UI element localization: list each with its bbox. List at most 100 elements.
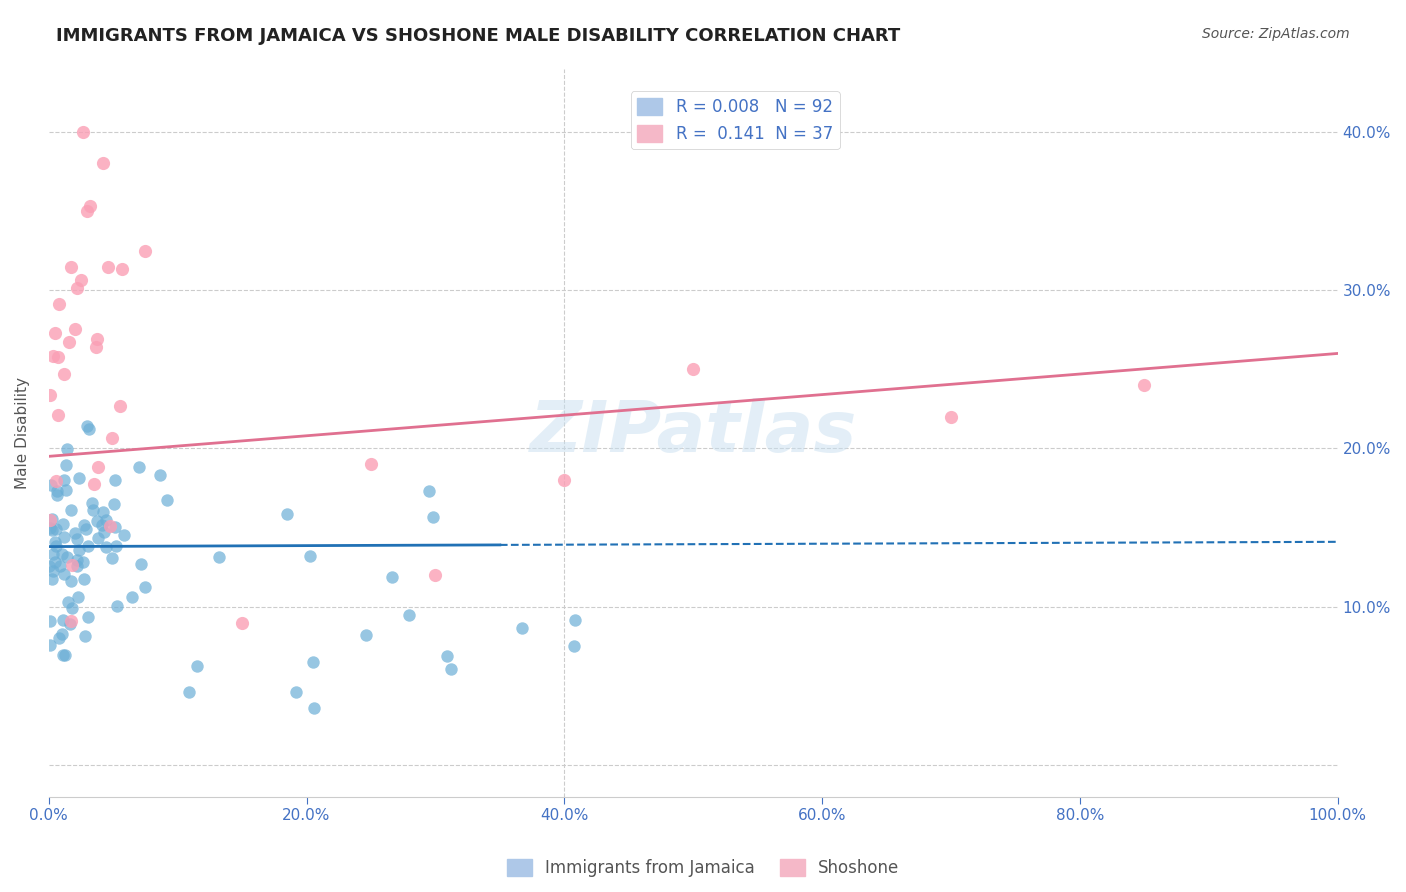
Point [59, 574, 82, 588]
Point [79, 422, 101, 436]
Point [73, 518, 96, 533]
Point [52, 516, 75, 531]
Point [76, 419, 98, 434]
Text: Source: ZipAtlas.com: Source: ZipAtlas.com [1202, 27, 1350, 41]
Point [425, 568, 447, 582]
Point [111, 262, 134, 277]
Point [46, 408, 69, 422]
Point [101, 551, 124, 566]
Point [304, 701, 326, 715]
Point [83, 477, 105, 491]
Point [87, 459, 110, 474]
Text: IMMIGRANTS FROM JAMAICA VS SHOSHONE MALE DISABILITY CORRELATION CHART: IMMIGRANTS FROM JAMAICA VS SHOSHONE MALE… [56, 27, 900, 45]
Y-axis label: Male Disability: Male Disability [15, 376, 30, 489]
Point [44, 326, 66, 341]
Point [682, 362, 704, 376]
Point [56, 594, 79, 608]
Point [79, 199, 101, 213]
Point [97, 260, 120, 275]
Point [39, 513, 62, 527]
Point [53, 566, 76, 581]
Point [134, 580, 156, 594]
Point [104, 520, 127, 534]
Point [48, 631, 70, 645]
Point [59, 616, 82, 631]
Point [100, 431, 122, 445]
Point [41, 524, 63, 538]
Point [46, 350, 69, 364]
Point [207, 550, 229, 565]
Point [72, 555, 94, 569]
Point [55, 458, 77, 472]
Point [39, 387, 62, 401]
Point [39, 477, 62, 491]
Point [38, 638, 60, 652]
Point [65, 532, 87, 546]
Point [70, 273, 93, 287]
Point [94, 540, 117, 554]
Point [59, 260, 82, 274]
Point [98, 518, 121, 533]
Point [276, 508, 298, 522]
Point [72, 125, 94, 139]
Point [53, 473, 76, 487]
Point [82, 502, 104, 516]
Point [75, 629, 97, 643]
Point [1133, 378, 1156, 392]
Point [42, 564, 65, 578]
Point [60, 503, 83, 517]
Point [510, 621, 533, 635]
Point [60, 558, 83, 572]
Point [59, 614, 82, 628]
Point [91, 505, 114, 519]
Point [67, 590, 90, 604]
Point [66, 553, 89, 567]
Point [39, 615, 62, 629]
Point [55, 483, 77, 497]
Point [52, 530, 75, 544]
Point [60, 601, 83, 615]
Point [105, 599, 128, 613]
Point [76, 539, 98, 553]
Point [84, 340, 107, 354]
Point [418, 484, 440, 499]
Point [38, 559, 60, 574]
Point [564, 613, 586, 627]
Point [422, 509, 444, 524]
Point [440, 662, 463, 676]
Point [51, 627, 73, 641]
Point [104, 473, 127, 487]
Point [939, 409, 962, 424]
Point [87, 531, 110, 545]
Point [128, 459, 150, 474]
Point [77, 610, 100, 624]
Point [381, 570, 404, 584]
Point [42, 350, 65, 364]
Point [149, 467, 172, 482]
Point [49, 559, 72, 574]
Point [105, 539, 128, 553]
Point [76, 204, 98, 219]
Point [82, 496, 104, 510]
Point [86, 514, 108, 528]
Point [112, 528, 135, 542]
Point [156, 492, 179, 507]
Point [44, 555, 66, 569]
Point [58, 335, 80, 350]
Point [129, 558, 152, 572]
Legend: Immigrants from Jamaica, Shoshone: Immigrants from Jamaica, Shoshone [501, 852, 905, 884]
Point [302, 655, 325, 669]
Point [56, 550, 79, 565]
Point [186, 658, 208, 673]
Point [553, 473, 575, 487]
Point [298, 549, 321, 563]
Text: ZIPatlas: ZIPatlas [530, 398, 856, 467]
Point [354, 628, 377, 642]
Point [53, 648, 76, 663]
Point [231, 615, 253, 630]
Point [52, 613, 75, 627]
Point [75, 523, 97, 537]
Point [46, 488, 69, 502]
Point [45, 521, 67, 535]
Point [51, 547, 73, 561]
